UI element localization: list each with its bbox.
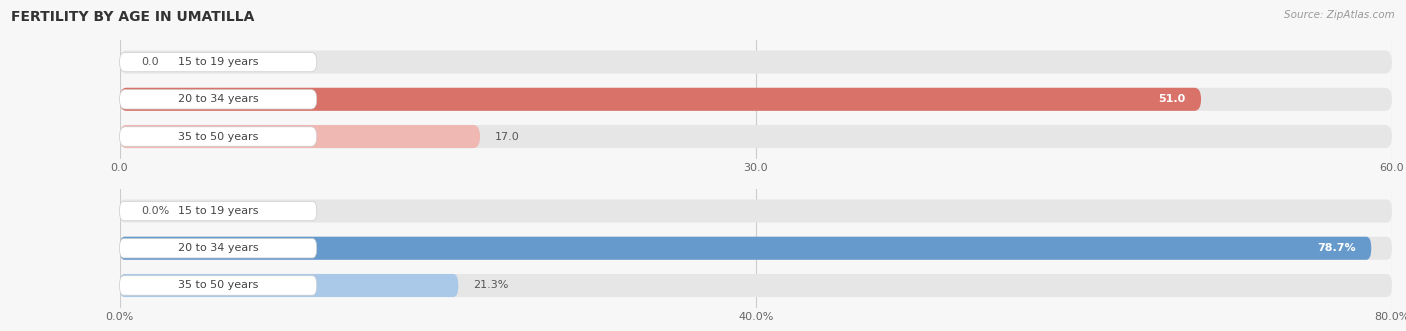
Text: 20 to 34 years: 20 to 34 years <box>177 243 259 253</box>
FancyBboxPatch shape <box>120 237 1392 260</box>
FancyBboxPatch shape <box>120 239 316 258</box>
FancyBboxPatch shape <box>120 237 1371 260</box>
Text: 17.0: 17.0 <box>495 131 520 142</box>
Text: 51.0: 51.0 <box>1159 94 1185 104</box>
FancyBboxPatch shape <box>120 274 458 297</box>
FancyBboxPatch shape <box>120 201 316 221</box>
Text: 0.0: 0.0 <box>141 57 159 67</box>
FancyBboxPatch shape <box>120 88 1392 111</box>
Text: 15 to 19 years: 15 to 19 years <box>179 57 259 67</box>
FancyBboxPatch shape <box>120 90 316 109</box>
FancyBboxPatch shape <box>120 51 1392 73</box>
Text: 0.0%: 0.0% <box>141 206 169 216</box>
FancyBboxPatch shape <box>120 127 316 146</box>
Text: 78.7%: 78.7% <box>1317 243 1355 253</box>
Text: FERTILITY BY AGE IN UMATILLA: FERTILITY BY AGE IN UMATILLA <box>11 10 254 24</box>
Text: Source: ZipAtlas.com: Source: ZipAtlas.com <box>1284 10 1395 20</box>
Text: 35 to 50 years: 35 to 50 years <box>179 280 259 291</box>
FancyBboxPatch shape <box>120 200 1392 222</box>
Text: 21.3%: 21.3% <box>474 280 509 291</box>
Text: 15 to 19 years: 15 to 19 years <box>179 206 259 216</box>
FancyBboxPatch shape <box>120 274 1392 297</box>
FancyBboxPatch shape <box>120 125 479 148</box>
Text: 35 to 50 years: 35 to 50 years <box>179 131 259 142</box>
FancyBboxPatch shape <box>120 88 1201 111</box>
FancyBboxPatch shape <box>120 276 316 295</box>
FancyBboxPatch shape <box>120 52 316 72</box>
FancyBboxPatch shape <box>120 125 1392 148</box>
Text: 20 to 34 years: 20 to 34 years <box>177 94 259 104</box>
